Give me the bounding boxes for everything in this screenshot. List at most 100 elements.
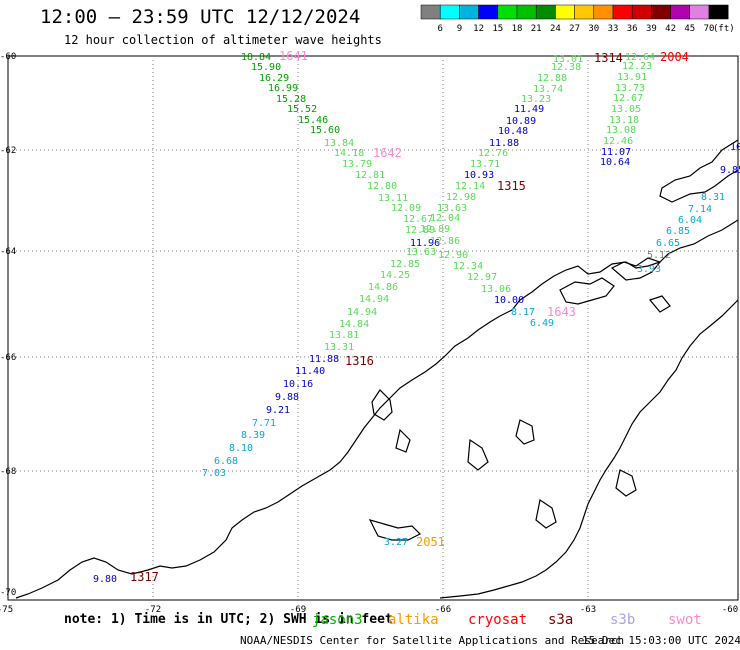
lon-label: -72 bbox=[145, 605, 161, 615]
track-b-value: 6.68 bbox=[214, 456, 238, 467]
legend-swatch bbox=[516, 4, 537, 20]
map-subtitle: 12 hour collection of altimeter wave hei… bbox=[64, 33, 382, 47]
legend-swatch bbox=[689, 4, 710, 20]
track-b-value: 12.85 bbox=[390, 259, 420, 270]
legend-altika: altika bbox=[388, 612, 439, 628]
track-b-value: 13.63 bbox=[437, 203, 467, 214]
legend-swatch bbox=[631, 4, 652, 20]
track-a-value: 13.11 bbox=[378, 193, 408, 204]
track-b-value: 13.63 bbox=[406, 247, 436, 258]
track-b-value: 13.71 bbox=[470, 159, 500, 170]
legend-tick: 18 bbox=[512, 24, 523, 34]
track-c-value: 10.64 bbox=[600, 157, 630, 168]
legend-swatch bbox=[651, 4, 671, 20]
track-b-value: 8.10 bbox=[229, 443, 253, 454]
track-c-value: 13.08 bbox=[606, 125, 636, 136]
legend-swatch bbox=[593, 4, 614, 20]
track-b-value: 13.23 bbox=[521, 94, 551, 105]
legend-tick: 36 bbox=[627, 24, 638, 34]
track-a-value: 12.89 bbox=[405, 225, 435, 236]
track-b-value: 12.98 bbox=[446, 192, 476, 203]
track-a-value: 12.90 bbox=[438, 250, 468, 261]
track-b-value: 10.89 bbox=[506, 116, 536, 127]
track-c-value: 12.23 bbox=[622, 61, 652, 72]
legend-tick: 21 bbox=[531, 24, 542, 34]
legend-tick: 45 bbox=[684, 24, 695, 34]
track-a-value: 16.99 bbox=[268, 83, 298, 94]
track-c-value: 13.73 bbox=[615, 83, 645, 94]
track-c-value: 12.67 bbox=[613, 93, 643, 104]
track-c-value: 13.91 bbox=[617, 72, 647, 83]
legend-swatch bbox=[439, 4, 460, 20]
latitude-labels: -60 -62 -64 -66 -68 -70 bbox=[0, 52, 16, 598]
track-a-value: 18.84 bbox=[241, 52, 271, 63]
track-b-value: 9.21 bbox=[266, 405, 290, 416]
track-b-value: 14.94 bbox=[359, 294, 389, 305]
track-b-value: 11.49 bbox=[514, 104, 544, 115]
track-b-value: 14.25 bbox=[380, 270, 410, 281]
track-a-value: 10.00 bbox=[494, 295, 524, 306]
lat-label: -60 bbox=[0, 52, 16, 62]
legend-tick: 27 bbox=[569, 24, 580, 34]
lat-label: -68 bbox=[0, 467, 16, 477]
lat-label: -66 bbox=[0, 353, 16, 363]
track-d-value: 6.65 bbox=[656, 238, 680, 249]
legend-swatch bbox=[555, 4, 575, 20]
pass-time-label: 1642 bbox=[373, 146, 402, 160]
legend-s3a: s3a bbox=[548, 612, 574, 628]
legend-tick: 6 bbox=[437, 24, 442, 34]
track-b-value: 10.16 bbox=[283, 379, 313, 390]
track-e-value: 3.27 bbox=[384, 537, 408, 548]
track-a-value: 12.09 bbox=[391, 203, 421, 214]
pass-time-label: 2051 bbox=[416, 535, 445, 549]
track-b-value: 14.84 bbox=[339, 319, 369, 330]
legend-tick: 15 bbox=[492, 24, 503, 34]
lat-label: -62 bbox=[0, 146, 16, 156]
coastline bbox=[15, 139, 739, 599]
track-a-value: 15.90 bbox=[251, 62, 281, 73]
track-a-value: 15.60 bbox=[310, 125, 340, 136]
wave-height-labels: 18.8415.9016.2916.9915.2815.5215.4615.60… bbox=[93, 52, 740, 585]
legend-cryosat: cryosat bbox=[468, 612, 528, 628]
pass-time-label: 1643 bbox=[547, 305, 576, 319]
track-b-value: 10.48 bbox=[498, 126, 528, 137]
pass-time-label: 1314 bbox=[594, 51, 623, 65]
legend-unit: (ft) bbox=[713, 24, 735, 34]
map-title: 12:00 – 23:59 UTC 12/12/2024 bbox=[40, 6, 361, 28]
track-b-value: 12.04 bbox=[430, 213, 460, 224]
legend-swatch bbox=[478, 4, 499, 20]
lat-lon-grid bbox=[8, 56, 738, 600]
track-a-value: 16.29 bbox=[259, 73, 289, 84]
lon-label: -66 bbox=[435, 605, 451, 615]
legend-swatch bbox=[535, 4, 556, 20]
legend-swatch bbox=[670, 4, 691, 20]
pass-time-label: 1317 bbox=[130, 570, 159, 584]
track-a-value: 12.34 bbox=[453, 261, 483, 272]
track-b-value: 13.01 bbox=[553, 54, 583, 65]
track-b-value: 13.31 bbox=[324, 342, 354, 353]
track-a-value: 8.17 bbox=[511, 307, 535, 318]
map-frame bbox=[7, 55, 739, 601]
track-c-value: 13.18 bbox=[609, 115, 639, 126]
track-b-value: 12.14 bbox=[455, 181, 485, 192]
footer-note: note: 1) Time is in UTC; 2) SWH is in fe… bbox=[64, 612, 393, 627]
legend-tick: 42 bbox=[665, 24, 676, 34]
track-b-value: 8.39 bbox=[241, 430, 265, 441]
track-a-value: 12.80 bbox=[367, 181, 397, 192]
track-a-value: 14.18 bbox=[334, 148, 364, 159]
legend-tick: 33 bbox=[608, 24, 619, 34]
lat-label: -70 bbox=[0, 588, 16, 598]
track-a-value: 13.79 bbox=[342, 159, 372, 170]
track-b-value: 7.71 bbox=[252, 418, 276, 429]
legend-swot: swot bbox=[668, 612, 702, 628]
pass-time-label: 1641 bbox=[279, 49, 308, 63]
track-d-value: 8.31 bbox=[701, 192, 725, 203]
legend-swatch bbox=[497, 4, 518, 20]
track-b-value: 11.88 bbox=[489, 138, 519, 149]
legend-swatch bbox=[459, 4, 479, 20]
legend-tick: 9 bbox=[457, 24, 462, 34]
track-d-value: 9.85 bbox=[720, 165, 740, 176]
track-d-value: 10. bbox=[730, 142, 740, 153]
legend-tick: 12 bbox=[473, 24, 484, 34]
track-b-value: 12.38 bbox=[551, 62, 581, 73]
